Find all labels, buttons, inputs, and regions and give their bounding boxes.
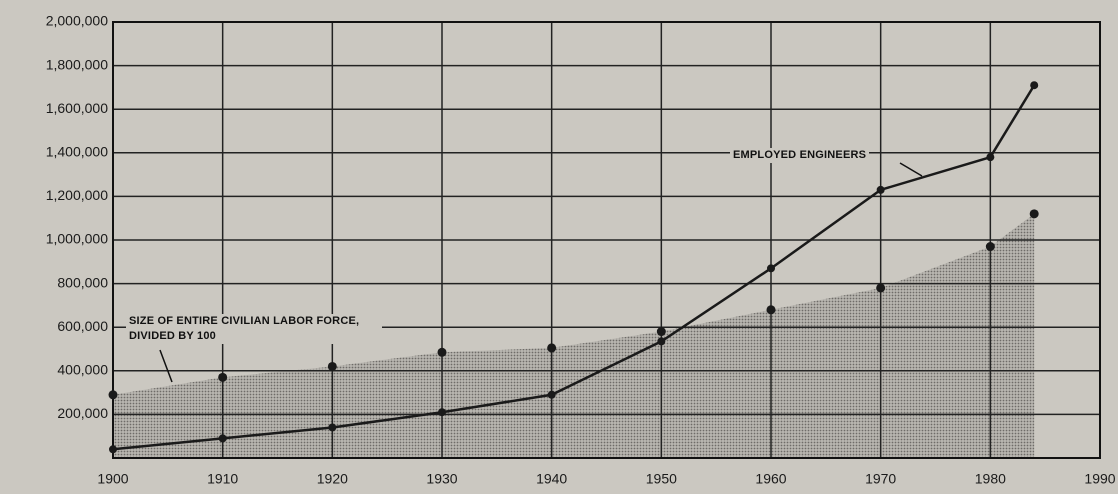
scatter-point xyxy=(547,343,557,353)
scatter-point xyxy=(656,327,666,337)
y-tick-label: 400,000 xyxy=(57,362,108,378)
scatter-point xyxy=(876,283,886,293)
y-tick-label: 1,200,000 xyxy=(46,187,108,203)
line-point xyxy=(986,153,995,162)
line-point xyxy=(109,445,117,454)
y-tick-label: 1,600,000 xyxy=(46,100,108,116)
scatter-point xyxy=(766,305,776,315)
y-tick-label: 1,800,000 xyxy=(46,56,108,72)
series-line xyxy=(112,84,1036,451)
scatter-point xyxy=(218,372,228,382)
x-tick-label: 1910 xyxy=(207,471,238,487)
x-tick-label: 1940 xyxy=(536,471,567,487)
line-point xyxy=(876,185,885,194)
scatter-point xyxy=(985,242,995,252)
series-annotation: SIZE OF ENTIRE CIVILIAN LABOR FORCE, DIV… xyxy=(126,314,382,344)
line-point xyxy=(218,434,227,443)
series-annotation: EMPLOYED ENGINEERS xyxy=(730,148,870,163)
line-point xyxy=(1030,81,1039,90)
y-tick-label: 800,000 xyxy=(57,274,108,290)
scatter-point xyxy=(437,347,447,357)
line-point xyxy=(438,408,446,417)
line-point xyxy=(657,337,666,346)
x-tick-label: 1930 xyxy=(426,471,457,487)
scatter-point xyxy=(1029,209,1039,219)
y-tick-label: 1,400,000 xyxy=(46,144,108,160)
x-tick-label: 1970 xyxy=(865,471,896,487)
line-point xyxy=(547,390,556,399)
x-tick-label: 1900 xyxy=(97,471,128,487)
y-tick-label: 2,000,000 xyxy=(46,13,108,29)
line-point xyxy=(767,264,775,273)
y-tick-label: 1,000,000 xyxy=(46,231,108,247)
x-tick-label: 1920 xyxy=(317,471,348,487)
x-tick-label: 1990 xyxy=(1084,471,1115,487)
x-tick-label: 1960 xyxy=(755,471,786,487)
leader-line xyxy=(159,349,173,383)
leader-line xyxy=(899,162,923,177)
scatter-point xyxy=(327,361,337,371)
x-tick-label: 1950 xyxy=(646,471,677,487)
plot-frame xyxy=(112,21,1101,459)
y-tick-label: 200,000 xyxy=(57,405,108,421)
series-area xyxy=(113,213,1035,458)
scatter-point xyxy=(108,390,118,400)
line-point xyxy=(328,423,337,432)
x-tick-label: 1980 xyxy=(975,471,1006,487)
y-tick-label: 600,000 xyxy=(57,318,108,334)
